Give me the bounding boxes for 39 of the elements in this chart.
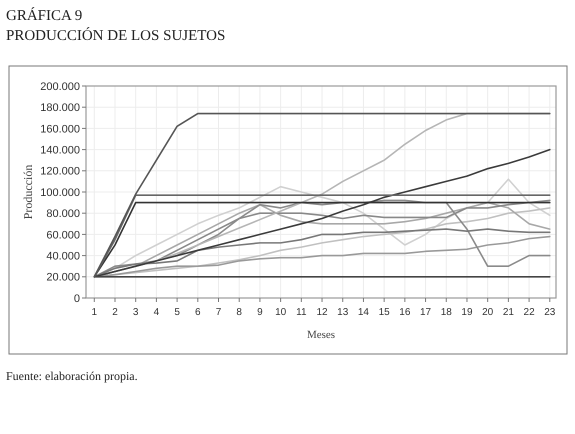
- x-tick-label: 13: [337, 307, 349, 318]
- x-tick-label: 8: [236, 307, 242, 318]
- y-tick-label: 120.000: [40, 166, 80, 178]
- x-tick-label: 6: [195, 307, 202, 318]
- x-tick-label: 10: [275, 307, 287, 318]
- x-tick-label: 3: [132, 307, 139, 318]
- source-note: Fuente: elaboración propia.: [6, 369, 138, 383]
- y-tick-label: 60.000: [46, 229, 80, 242]
- y-tick-label: 200.000: [40, 80, 80, 93]
- chart-title: GRÁFICA 9: [6, 7, 82, 24]
- y-tick-label: 160.000: [40, 123, 80, 136]
- x-axis-title: Meses: [306, 329, 336, 341]
- x-tick-label: 21: [502, 307, 514, 318]
- y-tick-label: 100.000: [40, 186, 80, 199]
- x-tick-label: 4: [154, 307, 160, 318]
- y-tick-label: 140.000: [40, 144, 80, 156]
- y-axis-title: Producción: [21, 164, 35, 220]
- x-tick-label: 9: [257, 307, 264, 318]
- y-tick-label: 0: [74, 292, 80, 305]
- x-tick-label: 2: [112, 307, 118, 318]
- x-tick-label: 18: [440, 307, 452, 318]
- x-tick-label: 5: [174, 307, 180, 318]
- x-tick-label: 1: [92, 307, 98, 318]
- y-tick-label: 80.000: [46, 208, 80, 220]
- x-tick-label: 15: [378, 307, 390, 318]
- x-tick-label: 7: [216, 307, 222, 318]
- x-tick-label: 23: [544, 307, 556, 318]
- chart-subtitle: PRODUCCIÓN DE LOS SUJETOS: [6, 27, 226, 44]
- x-tick-label: 19: [461, 307, 473, 318]
- y-tick-label: 40.000: [46, 250, 80, 262]
- x-tick-label: 22: [524, 307, 536, 318]
- y-tick-label: 180.000: [40, 102, 80, 114]
- x-tick-label: 14: [358, 307, 370, 318]
- x-tick-label: 17: [420, 307, 432, 318]
- x-tick-label: 12: [316, 307, 328, 318]
- x-tick-label: 11: [296, 307, 307, 318]
- x-tick-label: 20: [482, 307, 494, 318]
- x-tick-label: 16: [399, 307, 411, 318]
- y-tick-label: 20.000: [46, 272, 80, 284]
